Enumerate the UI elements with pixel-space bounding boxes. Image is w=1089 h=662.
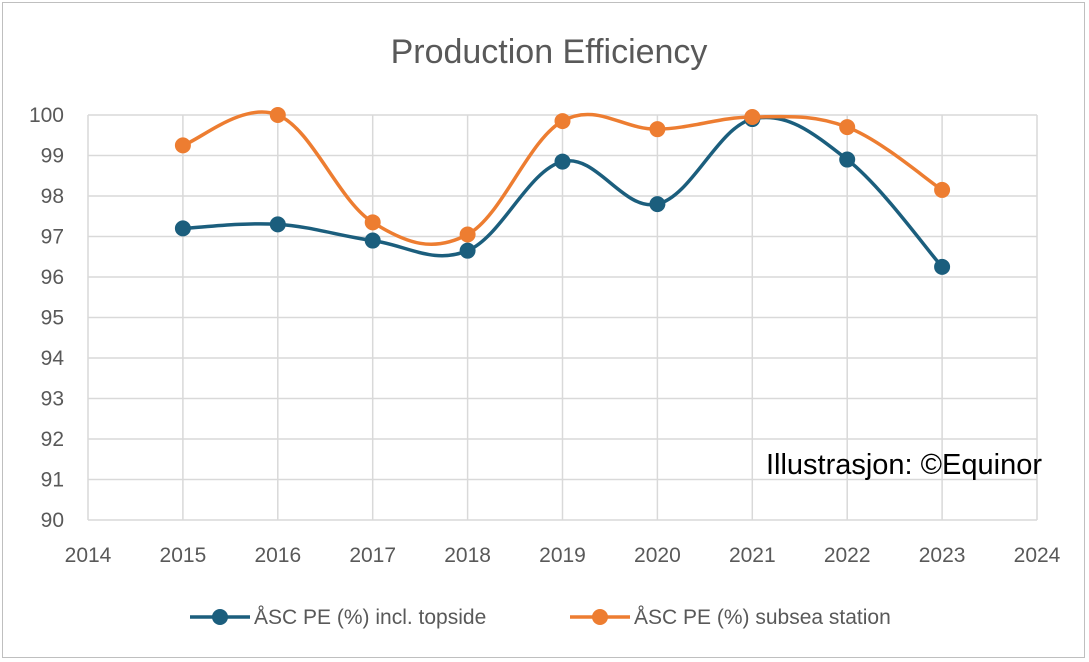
y-tick-label-98: 98 — [41, 185, 64, 208]
x-tick-label-2021: 2021 — [729, 544, 776, 567]
y-tick-label-96: 96 — [41, 266, 64, 289]
data-point-topside-2016 — [269, 216, 286, 233]
series-layer — [174, 107, 951, 275]
axis-layer: 2014 2015 2016 2017 2018 2019 2020 2021 2022 2023… — [29, 104, 1061, 567]
data-point-subsea-2015 — [174, 137, 191, 154]
legend: ÅSC PE (%) incl. topside ÅSC PE (%) subs… — [190, 606, 891, 629]
data-point-topside-2019 — [554, 153, 571, 170]
x-tick-label-2020: 2020 — [634, 544, 681, 567]
data-point-subsea-2019 — [554, 113, 571, 130]
data-point-subsea-2020 — [649, 121, 666, 138]
x-tick-label-2017: 2017 — [349, 544, 396, 567]
x-tick-label-2014: 2014 — [65, 544, 112, 567]
data-point-topside-2015 — [174, 220, 191, 237]
data-point-topside-2018 — [459, 242, 476, 259]
y-tick-label-92: 92 — [41, 428, 64, 451]
data-point-subsea-2021 — [744, 109, 761, 126]
x-tick-label-2016: 2016 — [254, 544, 301, 567]
y-tick-label-90: 90 — [41, 509, 64, 532]
x-tick-label-2024: 2024 — [1014, 544, 1061, 567]
legend-swatch-marker-subsea — [592, 609, 608, 625]
data-point-subsea-2022 — [839, 119, 856, 136]
data-point-subsea-2016 — [269, 107, 286, 123]
y-tick-label-95: 95 — [41, 307, 64, 330]
y-tick-label-99: 99 — [41, 145, 64, 168]
series-line-topside — [182, 115, 944, 269]
legend-label-subsea: ÅSC PE (%) subsea station — [634, 606, 891, 629]
data-point-topside-2017 — [364, 232, 381, 249]
y-tick-label-97: 97 — [41, 226, 64, 249]
y-tick-label-93: 93 — [41, 388, 64, 411]
legend-swatch-marker-topside — [212, 609, 228, 625]
x-tick-label-2018: 2018 — [444, 544, 491, 567]
y-tick-label-94: 94 — [41, 347, 65, 370]
data-point-topside-2023 — [934, 258, 951, 275]
data-point-topside-2022 — [839, 151, 856, 168]
data-point-subsea-2023 — [934, 181, 951, 198]
x-tick-label-2023: 2023 — [919, 544, 966, 567]
x-tick-label-2015: 2015 — [160, 544, 207, 567]
chart-title: Production Efficiency — [391, 33, 708, 71]
x-tick-label-2019: 2019 — [539, 544, 586, 567]
y-tick-label-100: 100 — [29, 104, 64, 127]
series-line-subsea — [182, 110, 944, 247]
data-point-subsea-2018 — [459, 226, 476, 243]
y-tick-label-91: 91 — [41, 469, 64, 492]
data-point-subsea-2017 — [364, 214, 381, 231]
credit-annotation: Illustrasjon: ©Equinor — [766, 449, 1042, 481]
legend-label-topside: ÅSC PE (%) incl. topside — [254, 606, 486, 629]
x-tick-label-2022: 2022 — [824, 544, 871, 567]
data-point-topside-2020 — [649, 196, 666, 213]
